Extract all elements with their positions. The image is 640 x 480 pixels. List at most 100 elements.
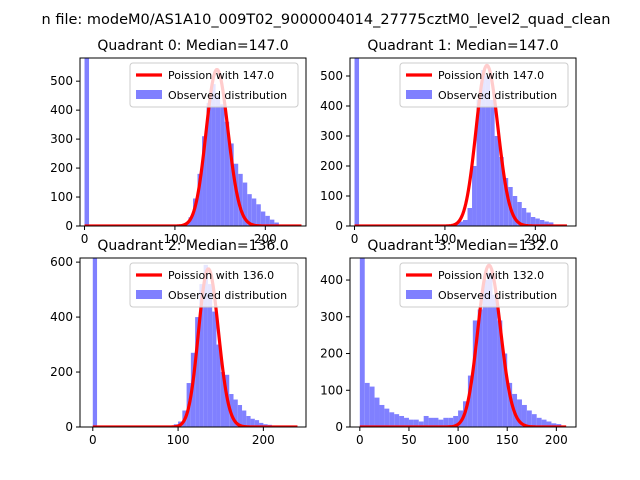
histogram-bar — [259, 422, 264, 427]
histogram-bar — [92, 258, 98, 427]
y-tick-label: 100 — [320, 383, 343, 397]
axes-frame — [79, 57, 307, 227]
histogram-bar — [443, 417, 449, 427]
histogram-bar — [526, 410, 532, 427]
figure-suptitle: n file: modeM0/AS1A10_009T02_9000004014_… — [42, 12, 611, 28]
legend-poisson-label: Poission with 147.0 — [168, 69, 274, 82]
panel-title: Quadrant 3: Median=132.0 — [367, 238, 558, 254]
histogram-bar — [467, 208, 473, 226]
histogram-bar — [481, 70, 486, 226]
histogram-bar — [369, 386, 375, 427]
histogram-bar — [229, 143, 234, 226]
legend-box — [129, 262, 299, 308]
x-tick-label: 100 — [167, 433, 190, 447]
histogram-bar — [399, 415, 405, 427]
plot-area — [92, 258, 299, 427]
legend-observed-label: Observed distribution — [168, 89, 287, 102]
legend-observed-swatch — [406, 90, 432, 99]
histogram-bar — [260, 211, 266, 226]
histogram-bar — [472, 320, 478, 427]
histogram-bar — [212, 311, 217, 427]
y-tick-label: 300 — [50, 132, 73, 146]
histogram-bar — [418, 421, 424, 427]
legend-observed-label: Observed distribution — [168, 289, 287, 302]
y-tick-label: 500 — [50, 74, 73, 88]
histogram-bar — [536, 417, 542, 427]
histogram-bar — [246, 416, 251, 427]
histogram-bar — [206, 102, 212, 226]
histogram-bar — [448, 417, 454, 427]
histogram-bar — [408, 419, 414, 427]
histogram-bar — [242, 182, 248, 226]
histogram-bar — [499, 157, 504, 226]
histogram-bar — [256, 204, 261, 226]
histogram-bar — [359, 258, 365, 427]
histogram-bar — [215, 95, 221, 226]
y-tick-label: 200 — [50, 161, 73, 175]
x-tick-label: 100 — [447, 433, 470, 447]
histogram-bar — [521, 208, 527, 226]
histogram-bar — [374, 397, 380, 427]
histogram-bar — [269, 219, 275, 226]
y-tick-label: 200 — [50, 365, 73, 379]
panel-quadrant-3: 0 50 100 150 200 0 100 200 300 400 Quadrant 3: Med… — [320, 238, 577, 447]
histogram-bar — [438, 419, 444, 427]
histogram-bar — [384, 408, 390, 427]
x-tick-label: 0 — [81, 232, 89, 246]
legend-poisson-label: Poission with 136.0 — [168, 269, 274, 282]
y-tick-label: 100 — [320, 189, 343, 203]
x-tick-label: 200 — [524, 232, 547, 246]
poisson-curve — [92, 267, 299, 427]
histogram-bar — [265, 215, 270, 226]
histogram-bar — [531, 414, 537, 427]
histogram-bar — [458, 410, 463, 427]
histogram-bar — [453, 415, 459, 427]
histogram-bar — [535, 218, 540, 226]
histogram-bar — [220, 104, 225, 226]
histogram-bar — [521, 404, 527, 427]
histogram-bar — [507, 382, 513, 427]
histogram-bar — [202, 136, 207, 226]
histogram-bar — [548, 222, 554, 226]
histogram-bar — [216, 344, 221, 427]
histogram-bar — [458, 221, 463, 226]
histogram-bar — [394, 414, 400, 427]
histogram-bar — [551, 423, 557, 427]
histogram-bar — [233, 399, 238, 427]
y-tick-label: 300 — [320, 129, 343, 143]
x-tick-label: 0 — [89, 433, 97, 447]
histogram-bar — [389, 412, 395, 427]
histogram-bar — [467, 375, 473, 427]
panel-title: Quadrant 1: Median=147.0 — [367, 38, 558, 54]
histogram-bar — [242, 410, 247, 427]
histogram-bar — [237, 405, 243, 427]
histogram-bar — [433, 417, 439, 427]
x-tick-label: 200 — [252, 433, 275, 447]
plot-area — [359, 258, 567, 427]
y-tick-label: 0 — [65, 420, 73, 434]
panel-title: Quadrant 2: Median=136.0 — [97, 238, 288, 254]
histogram-bar — [517, 202, 522, 226]
axes-frame — [349, 57, 577, 227]
histogram-bar — [530, 217, 536, 226]
histogram-bar — [517, 399, 522, 427]
panel-quadrant-0: 0 100 200 0 100 200 300 400 500 Quadrant 0: Media… — [50, 38, 307, 246]
histogram-bar — [193, 198, 198, 226]
panel-quadrant-1: 0 100 200 0 100 200 300 400 500 Quadrant 1: Media… — [320, 38, 577, 246]
histogram-bar — [476, 100, 482, 226]
y-tick-label: 300 — [320, 310, 343, 324]
y-tick-label: 400 — [320, 273, 343, 287]
histogram-bar — [490, 100, 495, 226]
y-tick-label: 0 — [65, 219, 73, 233]
histogram-bar — [224, 121, 230, 226]
histogram-bar — [541, 419, 547, 427]
y-tick-label: 0 — [335, 219, 343, 233]
y-tick-label: 600 — [50, 255, 73, 269]
histogram-bar — [497, 320, 503, 427]
histogram-bar — [485, 76, 491, 226]
panel-title: Quadrant 0: Median=147.0 — [97, 38, 288, 54]
x-tick-label: 100 — [163, 232, 186, 246]
histogram-bar — [502, 353, 508, 427]
x-tick-label: 0 — [356, 433, 364, 447]
